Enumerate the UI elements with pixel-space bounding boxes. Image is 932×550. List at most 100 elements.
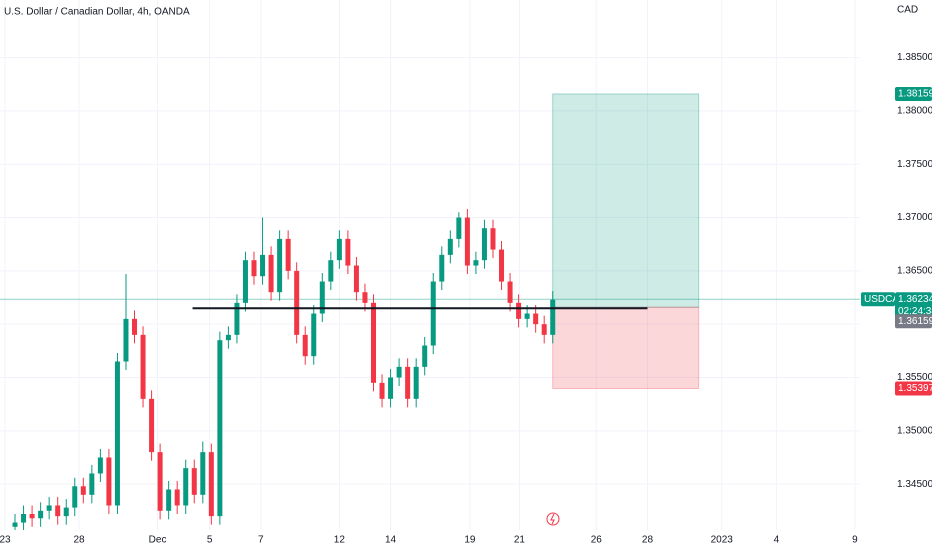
candle-body — [217, 340, 223, 517]
candle-body — [208, 452, 214, 517]
x-tick-label: 14 — [385, 535, 397, 546]
candle-body — [328, 260, 334, 282]
candle-body — [97, 457, 103, 474]
candle-body — [370, 302, 376, 383]
candle-body — [464, 217, 470, 266]
candle-body — [123, 318, 129, 362]
candle-body — [388, 377, 394, 399]
x-tick-label: 2023 — [711, 535, 734, 546]
last-price-bg — [895, 292, 932, 319]
candle-body — [439, 254, 445, 282]
candle-body — [114, 361, 120, 506]
candle-body — [345, 238, 351, 266]
y-tick-label: 1.38500 — [897, 52, 932, 63]
x-tick-label: 12 — [334, 535, 346, 546]
stop-label-bg — [895, 381, 932, 396]
candle-body — [132, 318, 138, 335]
x-tick-label: 4 — [774, 535, 780, 546]
y-tick-label: 1.35500 — [897, 372, 932, 383]
candle-body — [490, 228, 496, 250]
y-tick-label: 1.36500 — [897, 266, 932, 277]
x-tick-label: 26 — [591, 535, 603, 546]
candle-body — [191, 468, 197, 495]
candle-body — [533, 313, 539, 325]
x-tick-label: Dec — [149, 535, 167, 546]
x-tick-label: 7 — [258, 535, 264, 546]
candle-body — [46, 505, 52, 511]
y-tick-label: 1.37500 — [897, 159, 932, 170]
candle-body — [149, 398, 155, 453]
candle-body — [12, 522, 18, 527]
candle-body — [353, 265, 359, 293]
candle-body — [524, 313, 530, 319]
candle-body — [405, 366, 411, 399]
candle-body — [251, 260, 257, 277]
candle-body — [260, 254, 266, 277]
candle-body — [63, 507, 69, 517]
y-tick-label: 1.35000 — [897, 425, 932, 436]
replay-icon[interactable] — [546, 512, 560, 526]
candle-body — [140, 334, 146, 399]
countdown-label: 02:24:34 — [898, 306, 932, 317]
candle-body — [89, 473, 95, 495]
profit-zone — [552, 93, 700, 308]
candle-body — [473, 260, 479, 266]
candle-body — [174, 489, 180, 506]
candle-body — [362, 292, 368, 303]
candle-body — [319, 281, 325, 314]
symbol-label-bg — [861, 292, 895, 307]
candle-body — [234, 302, 240, 335]
candle-body — [200, 452, 206, 495]
candle-body — [242, 260, 248, 303]
candle-body — [413, 366, 419, 399]
x-tick-label: 19 — [464, 535, 476, 546]
currency-label: CAD — [897, 5, 918, 16]
candle-body — [430, 281, 436, 346]
candle-body — [29, 514, 35, 519]
candle-body — [80, 486, 86, 495]
candle-body — [507, 281, 513, 303]
candle-body — [481, 228, 487, 261]
stop-label: 1.35397 — [898, 383, 932, 394]
candle-body — [183, 468, 189, 506]
entry-label: 1.36159 — [898, 316, 932, 327]
x-tick-label: 9 — [852, 535, 858, 546]
candle-body — [268, 254, 274, 293]
x-tick-label: 21 — [514, 535, 526, 546]
entry-label-bg — [895, 314, 932, 329]
candle-body — [285, 238, 291, 271]
candle-body — [499, 249, 505, 282]
candle-body — [550, 299, 556, 335]
candle-body — [336, 238, 342, 261]
candle-body — [38, 510, 44, 519]
candle-body — [456, 217, 462, 239]
chart-title: U.S. Dollar / Canadian Dollar, 4h, OANDA — [4, 7, 190, 18]
target-label-bg — [895, 86, 932, 101]
candle-body — [225, 334, 231, 341]
candle-body — [106, 457, 112, 506]
target-label: 1.38159 — [898, 89, 932, 100]
loss-zone — [552, 306, 700, 389]
candle-body — [277, 238, 283, 293]
x-tick-label: 28 — [73, 535, 85, 546]
symbol-label: USDCAD — [864, 294, 906, 305]
x-tick-label: 5 — [207, 535, 213, 546]
candle-body — [72, 486, 78, 508]
y-tick-label: 1.37000 — [897, 212, 932, 223]
candle-body — [447, 238, 453, 255]
x-tick-label: 28 — [642, 535, 654, 546]
candle-body — [516, 302, 522, 319]
plot-area — [0, 0, 860, 530]
candle-body — [422, 345, 428, 367]
x-tick-label: 23 — [0, 535, 11, 546]
candle-body — [55, 505, 61, 517]
candle-body — [396, 366, 402, 378]
candle-body — [541, 324, 547, 335]
y-tick-label: 1.34500 — [897, 479, 932, 490]
candle-body — [379, 382, 385, 399]
candle-body — [166, 489, 172, 511]
candle-body — [21, 514, 27, 523]
candle-body — [311, 313, 317, 357]
candle-body — [294, 270, 300, 335]
